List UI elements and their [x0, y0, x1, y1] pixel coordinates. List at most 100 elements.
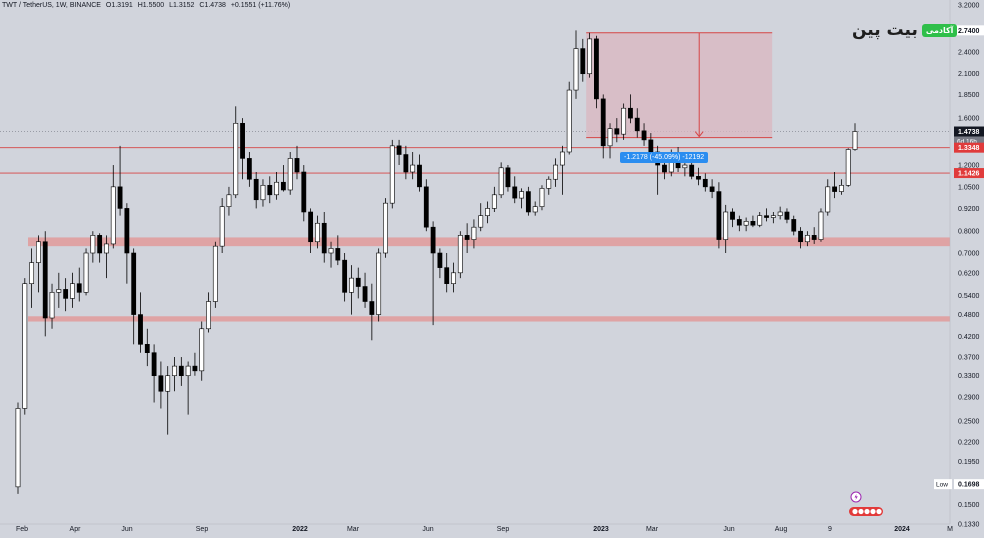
candle-body: [206, 301, 211, 330]
candle-body: [682, 164, 688, 169]
price-tick-label: 0.4800: [958, 312, 980, 319]
price-tick-label: 0.3300: [958, 373, 980, 380]
price-tick-label: 0.8000: [958, 229, 980, 236]
time-tick-label: M: [947, 526, 953, 533]
candle-body: [702, 178, 708, 188]
candle-body: [42, 241, 48, 319]
candle-body: [70, 283, 75, 299]
price-tick-label: 2.1000: [958, 71, 980, 78]
current-price-tag-extra-bg: [954, 136, 984, 146]
time-tick-label: Sep: [196, 526, 209, 533]
candle-body: [253, 178, 259, 201]
high-value-tag-bg: [954, 25, 984, 36]
candle-body: [838, 184, 844, 192]
candle-body: [457, 235, 463, 274]
candle-body: [321, 222, 327, 254]
candle-body: [369, 301, 375, 315]
price-tick-label: 0.5400: [958, 293, 980, 300]
candle-body: [730, 211, 735, 220]
price-axis: [950, 0, 984, 538]
brand-badge: آکادمی: [921, 23, 958, 37]
time-tick-label: Mar: [347, 526, 360, 533]
time-tick-label: Feb: [16, 526, 28, 533]
price-tick-label: 3.2000: [958, 3, 980, 10]
candle-body: [90, 235, 96, 254]
candle-body: [825, 186, 831, 213]
candle-body: [696, 176, 701, 180]
time-tick-label: 9: [828, 526, 832, 533]
candle-body: [716, 191, 722, 240]
candle-body: [185, 365, 191, 377]
change-value: +0.1551 (+11.76%): [230, 2, 291, 9]
symbol-label: TWT / TetherUS, 1W, BINANCE: [2, 2, 101, 9]
candle-body: [110, 186, 116, 245]
low-tag: Low: [936, 482, 948, 489]
candle-body: [63, 289, 69, 299]
candle-body: [144, 344, 150, 353]
candle-body: [403, 154, 409, 173]
candle-body: [56, 289, 62, 293]
candle-body: [437, 252, 443, 268]
candle-body: [444, 267, 450, 284]
price-tick-label: 0.7000: [958, 251, 980, 258]
time-tick-label: Aug: [775, 526, 788, 533]
candle-body: [417, 164, 422, 188]
candle-body: [804, 235, 810, 243]
candle-body: [451, 272, 456, 284]
level2-tag: 1.1426: [958, 171, 980, 178]
candle-body: [383, 202, 388, 254]
candle-body: [832, 186, 837, 192]
time-tick-label: Sep: [497, 526, 510, 533]
price-tick-label: 0.2200: [958, 439, 980, 446]
candle-body: [117, 186, 123, 209]
candle-body: [566, 89, 572, 153]
candle-body: [634, 117, 640, 132]
current-price-tag-bg: [954, 126, 984, 137]
low-value-tag-bg: [954, 479, 984, 490]
candle-body: [212, 245, 218, 302]
candle-body: [22, 283, 28, 409]
candle-body: [165, 375, 171, 392]
candle-body: [172, 365, 177, 377]
candle-body: [464, 235, 470, 240]
price-tick-label: 1.8500: [958, 92, 980, 99]
plot-area: [0, 0, 950, 524]
price-tick-label: 0.1330: [958, 522, 980, 529]
low-tag-bg: [934, 479, 952, 490]
symbol-header: TWT / TetherUS, 1W, BINANCE O1.3191 H1.5…: [2, 2, 293, 9]
candle-body: [315, 222, 320, 243]
candle-body: [689, 164, 695, 177]
candle-body: [104, 243, 109, 254]
level2-tag-bg: [954, 168, 984, 179]
candle-body: [151, 352, 157, 377]
candle-body: [750, 221, 756, 226]
candle-body: [294, 158, 300, 173]
candle-body: [349, 277, 354, 293]
candle-body: [158, 375, 164, 392]
candle-body: [546, 178, 552, 189]
candle-body: [757, 215, 763, 226]
candle-body: [36, 241, 41, 263]
price-tick-label: 0.3700: [958, 355, 980, 362]
candle-body: [226, 194, 232, 207]
candle-body: [784, 211, 790, 220]
candle-body: [587, 38, 593, 75]
low-value-tag: 0.1698: [958, 482, 980, 489]
candle-body: [818, 211, 824, 240]
price-tick-label: 2.4000: [958, 49, 980, 56]
brand-logo-text: بیت پین: [852, 20, 919, 40]
candle-body: [274, 181, 279, 196]
candle-body: [723, 211, 729, 240]
candle-body: [267, 184, 273, 196]
candle-body: [525, 191, 531, 213]
candle-body: [505, 167, 511, 188]
candle-body: [29, 262, 35, 284]
level1-tag-bg: [954, 142, 984, 153]
candle-body: [559, 151, 565, 166]
candle-body: [124, 208, 130, 254]
time-tick-label: Mar: [646, 526, 659, 533]
candle-body: [539, 188, 545, 207]
candle-body: [328, 248, 334, 254]
